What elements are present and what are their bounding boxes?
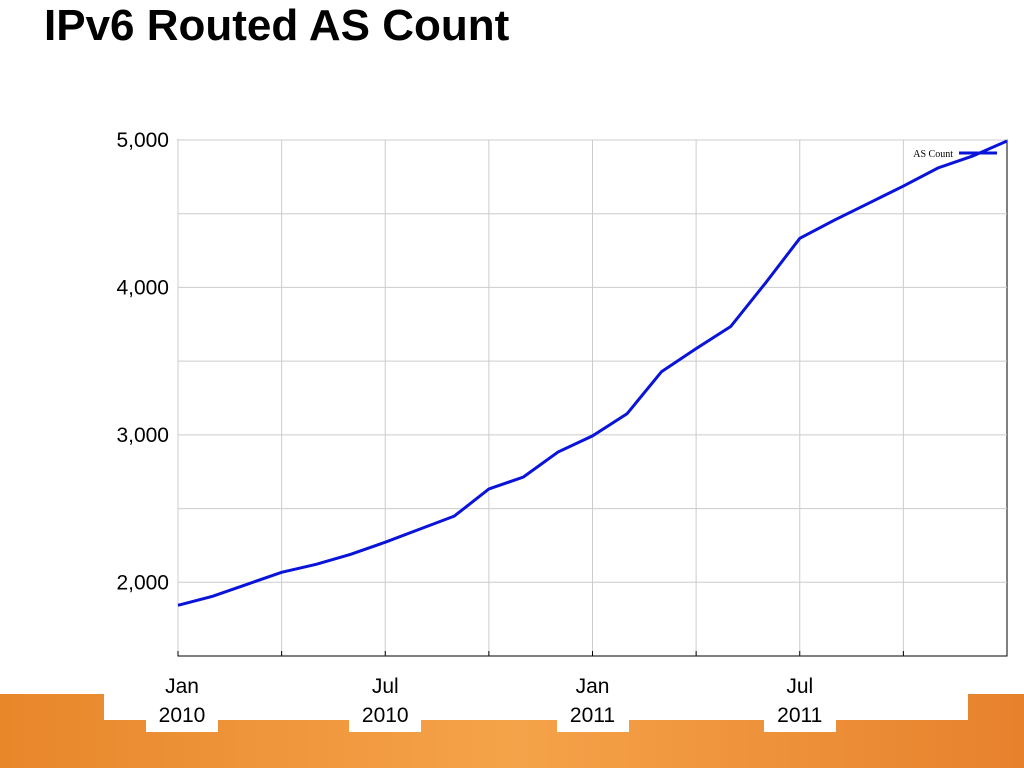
x-tick-label: Jan 2010 — [146, 670, 218, 732]
y-tick-label: 2,000 — [116, 571, 169, 594]
footer-mask — [104, 694, 968, 720]
y-tick-label: 3,000 — [116, 424, 169, 447]
y-tick-label: 4,000 — [116, 276, 169, 299]
chart-title: IPv6 Routed AS Count — [44, 1, 510, 50]
x-tick-label: Jul 2010 — [349, 670, 422, 732]
x-tick-label: Jul 2011 — [763, 670, 836, 732]
y-tick-label: 5,000 — [116, 129, 169, 152]
x-tick-label: Jan 2011 — [556, 670, 629, 732]
legend-label: AS Count — [913, 149, 953, 160]
data-line — [177, 139, 1008, 607]
